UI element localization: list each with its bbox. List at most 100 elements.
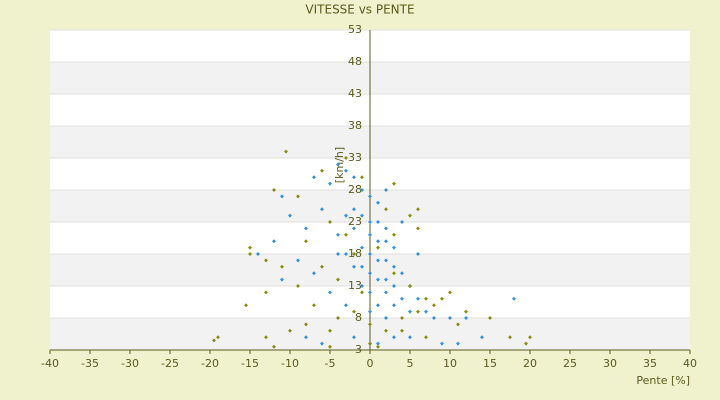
- scatter-point: [336, 232, 340, 237]
- x-tick-label: 5: [407, 357, 414, 370]
- x-tick-label: 30: [603, 357, 617, 370]
- scatter-point: [320, 168, 324, 173]
- scatter-point: [352, 309, 356, 314]
- scatter-point: [456, 322, 460, 327]
- scatter-point: [392, 303, 396, 308]
- scatter-point: [448, 316, 452, 320]
- scatter-point: [244, 303, 248, 308]
- scatter-point: [312, 175, 316, 180]
- x-tick-label: -20: [201, 357, 219, 370]
- scatter-point: [280, 264, 284, 269]
- scatter-point: [264, 258, 268, 263]
- scatter-point: [328, 220, 332, 224]
- scatter-point: [336, 316, 340, 320]
- scatter-point: [432, 316, 436, 320]
- scatter-point: [376, 277, 380, 282]
- scatter-point: [400, 271, 404, 276]
- scatter-point: [448, 290, 452, 295]
- scatter-point: [304, 322, 308, 327]
- y-tick-label: 13: [348, 279, 362, 292]
- chart-title: VITESSE vs PENTE: [305, 3, 414, 17]
- scatter-point: [352, 207, 356, 212]
- scatter-point: [344, 303, 348, 308]
- scatter-point: [368, 322, 372, 327]
- scatter-point: [212, 338, 216, 343]
- scatter-point: [376, 258, 380, 263]
- scatter-point: [284, 149, 288, 154]
- scatter-point: [344, 252, 348, 256]
- x-tick-label: 15: [483, 357, 497, 370]
- scatter-point: [312, 271, 316, 276]
- scatter-point: [408, 335, 412, 340]
- y-axis-label: [km/h]: [333, 147, 346, 183]
- scatter-point: [288, 213, 292, 218]
- scatter-point: [344, 213, 348, 218]
- scatter-point: [376, 245, 380, 250]
- scatter-point: [384, 316, 388, 320]
- scatter-point: [248, 252, 252, 256]
- scatter-point: [416, 207, 420, 212]
- scatter-point: [272, 239, 276, 244]
- scatter-point: [416, 296, 420, 301]
- scatter-point: [384, 328, 388, 333]
- scatter-point: [424, 309, 428, 314]
- scatter-point: [384, 290, 388, 295]
- scatter-point: [392, 284, 396, 288]
- scatter-point: [400, 296, 404, 301]
- scatter-point: [368, 194, 372, 199]
- scatter-point: [296, 258, 300, 263]
- x-tick-label: -35: [81, 357, 99, 370]
- scatter-point: [480, 335, 484, 340]
- scatter-point: [368, 290, 372, 295]
- scatter-point: [336, 252, 340, 256]
- scatter-point: [264, 335, 268, 340]
- scatter-point: [384, 277, 388, 282]
- x-tick-label: -30: [121, 357, 139, 370]
- scatter-point: [376, 344, 380, 349]
- scatter-point: [336, 162, 340, 167]
- x-tick-label: -10: [281, 357, 299, 370]
- scatter-point: [416, 226, 420, 231]
- scatter-point: [384, 258, 388, 263]
- scatter-point: [328, 328, 332, 333]
- scatter-point: [400, 328, 404, 333]
- y-tick-label: 43: [348, 87, 362, 100]
- scatter-point: [272, 344, 276, 349]
- scatter-point: [424, 296, 428, 301]
- y-tick-label: 8: [355, 311, 362, 324]
- scatter-point: [360, 213, 364, 218]
- scatter-point: [384, 239, 388, 244]
- scatter-point: [272, 188, 276, 192]
- x-tick-label: -40: [41, 357, 59, 370]
- scatter-point: [392, 264, 396, 269]
- scatter-point: [416, 309, 420, 314]
- scatter-point: [384, 188, 388, 192]
- scatter-point: [320, 264, 324, 269]
- scatter-point: [280, 194, 284, 199]
- scatter-point: [368, 309, 372, 314]
- scatter-point: [304, 335, 308, 340]
- scatter-point: [360, 188, 364, 192]
- x-tick-label: 25: [563, 357, 577, 370]
- scatter-point: [392, 232, 396, 237]
- scatter-point: [304, 239, 308, 244]
- scatter-point: [352, 264, 356, 269]
- scatter-point: [508, 335, 512, 340]
- scatter-point: [464, 309, 468, 314]
- y-tick-label: 23: [348, 215, 362, 228]
- scatter-point: [344, 156, 348, 160]
- scatter-point: [296, 284, 300, 288]
- scatter-point: [384, 207, 388, 212]
- scatter-point: [376, 303, 380, 308]
- scatter-point: [256, 252, 260, 256]
- scatter-point: [328, 344, 332, 349]
- scatter-point: [368, 232, 372, 237]
- scatter-point: [464, 316, 468, 320]
- scatter-point: [376, 220, 380, 224]
- x-tick-label: 0: [367, 357, 374, 370]
- scatter-point: [368, 252, 372, 256]
- y-tick-label: 28: [348, 183, 362, 196]
- scatter-point: [524, 341, 528, 346]
- scatter-point: [352, 252, 356, 256]
